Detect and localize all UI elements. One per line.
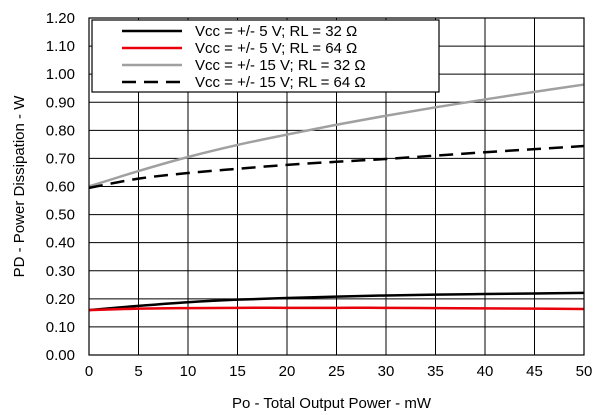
y-tick-label: 0.10 bbox=[46, 319, 75, 336]
y-tick-label: 0.70 bbox=[46, 150, 75, 167]
series-line-1 bbox=[88, 291, 585, 312]
y-tick-label: 0.40 bbox=[46, 235, 75, 252]
series-line-2 bbox=[88, 306, 585, 312]
series-lines bbox=[88, 83, 585, 312]
y-tick-label: 0.30 bbox=[46, 263, 75, 280]
x-axis-label: Po - Total Output Power - mW bbox=[232, 395, 432, 412]
legend-label: Vcc = +/- 15 V; RL = 64 Ω bbox=[195, 74, 366, 91]
y-tick-label: 0.80 bbox=[46, 122, 75, 139]
x-tick-label: 15 bbox=[229, 363, 246, 380]
series-line-3 bbox=[88, 83, 585, 188]
x-tick-label: 45 bbox=[526, 363, 543, 380]
tick-labels: 0 5 10 15 20 25 30 35 40 45 50 0.00 0.10 0.20 0.30 0.40… bbox=[46, 10, 593, 380]
y-tick-label: 0.00 bbox=[46, 347, 75, 364]
legend-label: Vcc = +/- 5 V; RL = 32 Ω bbox=[195, 23, 357, 40]
legend-label: Vcc = +/- 15 V; RL = 32 Ω bbox=[195, 57, 366, 74]
y-tick-label: 0.60 bbox=[46, 179, 75, 196]
x-tick-label: 0 bbox=[85, 363, 93, 380]
x-tick-label: 40 bbox=[477, 363, 494, 380]
plot-frame bbox=[88, 17, 585, 356]
x-tick-label: 10 bbox=[180, 363, 197, 380]
legend-label: Vcc = +/- 5 V; RL = 64 Ω bbox=[195, 40, 357, 57]
y-tick-label: 1.00 bbox=[46, 66, 75, 83]
y-axis-label: PD - Power Dissipation - W bbox=[11, 95, 28, 278]
x-tick-label: 5 bbox=[134, 363, 142, 380]
x-tick-label: 30 bbox=[378, 363, 395, 380]
series-line-4 bbox=[88, 144, 585, 190]
x-tick-label: 50 bbox=[576, 363, 593, 380]
y-tick-label: 0.20 bbox=[46, 291, 75, 308]
y-tick-label: 1.20 bbox=[46, 10, 75, 27]
x-tick-label: 20 bbox=[279, 363, 296, 380]
x-tick-label: 35 bbox=[427, 363, 444, 380]
y-tick-label: 1.10 bbox=[46, 38, 75, 55]
y-tick-label: 0.50 bbox=[46, 207, 75, 224]
x-tick-label: 25 bbox=[328, 363, 345, 380]
y-tick-label: 0.90 bbox=[46, 94, 75, 111]
